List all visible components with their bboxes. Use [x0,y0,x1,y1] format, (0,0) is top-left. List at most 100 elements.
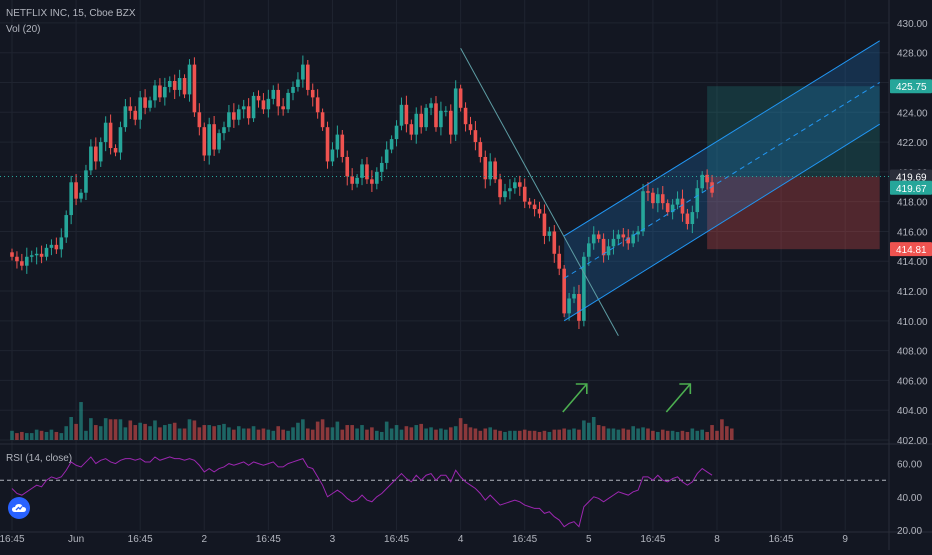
candle [320,108,325,131]
candle [355,174,359,188]
drawing-tools[interactable] [564,40,880,321]
volume-bar [286,430,290,440]
volume-bar [508,430,512,440]
candle [271,85,276,105]
volume-bar [128,420,133,440]
candle-body [133,110,138,120]
candle-body [429,103,433,108]
volume-bar [325,427,330,440]
volume-bar [473,428,478,440]
candle-body [503,191,507,198]
candle-body [616,234,621,239]
candle [335,125,340,158]
volume-bar [167,423,172,440]
price-axis[interactable]: 402.00 404.00 406.00 408.00 410.00 412.00 414.… [890,19,932,447]
candle-body [310,89,315,98]
rsi-label[interactable]: RSI (14, close) [6,453,73,464]
candle [611,229,616,255]
volume-bar [690,428,695,440]
price-label-text: 419.69 [896,172,927,183]
price-tick-label: 430.00 [897,19,928,30]
candle-body [710,182,714,193]
price-tick-label: 416.00 [897,227,928,238]
candle [84,164,88,201]
volume-bar [621,428,626,440]
candle [458,84,463,112]
channel-fill [564,40,880,321]
candle [513,177,517,194]
candle [217,129,221,154]
candle-body [567,298,571,314]
candle [646,182,650,201]
candle-body [103,122,108,143]
symbol-title[interactable]: NETFLIX INC, 15, Cboe BZX [6,8,136,19]
volume-bar [434,429,438,440]
price-label-text: 425.75 [896,82,927,93]
volume-bar [631,426,635,440]
candle-body [646,191,650,193]
volume-bar [394,425,399,440]
volume-bar [641,427,645,440]
candle-body [404,104,409,125]
volume-bar [34,429,39,440]
volume-bar [636,428,640,440]
candle [34,247,39,265]
candle-body [685,213,690,224]
rsi-tick-label: 60.00 [897,460,922,471]
tradingview-cloud-icon[interactable] [8,497,30,519]
candle-body [508,188,512,192]
candle [340,130,345,163]
candle-body [355,177,359,184]
arrow-annotation-icon [665,383,691,413]
candle [601,233,606,263]
candle-body [158,85,162,98]
volume-bar [15,433,19,440]
candle-body [350,176,354,184]
candle [133,106,138,126]
candle [236,104,241,126]
volume-bar [138,422,142,440]
volume-label[interactable]: Vol (20) [6,24,41,35]
volume-bar [404,426,409,440]
candle-body [197,112,202,128]
volume-bar [103,418,108,440]
candle [49,239,54,256]
time-tick-label: 4 [458,534,464,545]
candle-body [84,170,88,193]
candle-body [384,149,389,163]
candle-body [547,231,552,236]
volume-bar [108,419,113,440]
candle-body [562,268,566,314]
candle [488,153,493,186]
candle [636,225,640,242]
candle [409,119,414,141]
volume-bar [611,428,616,440]
candle-body [15,256,19,262]
volume-bar [291,427,295,440]
candle [39,245,44,264]
candle [197,103,202,136]
candle [670,199,675,220]
candle-body [306,64,310,90]
volume-bar [330,427,335,440]
time-axis[interactable]: 16:45 Jun 16:45 2 16:45 3 16:45 4 16:45 5 16:45 8 16… [0,534,848,545]
candle [251,92,256,122]
volume-bar [517,430,522,440]
annotation-lines[interactable] [0,40,889,413]
volume-bar [729,428,734,440]
volume-bar [163,425,167,440]
candle [227,104,231,132]
volume-bar [572,428,576,440]
candle-body [320,112,325,128]
volume-bar [375,430,379,440]
volume-bar [94,425,98,440]
candle [232,103,236,128]
candle [148,96,152,112]
candle-body [296,79,300,87]
candle-body [513,182,517,189]
candle-body [227,112,231,128]
volume-bar [296,422,300,440]
